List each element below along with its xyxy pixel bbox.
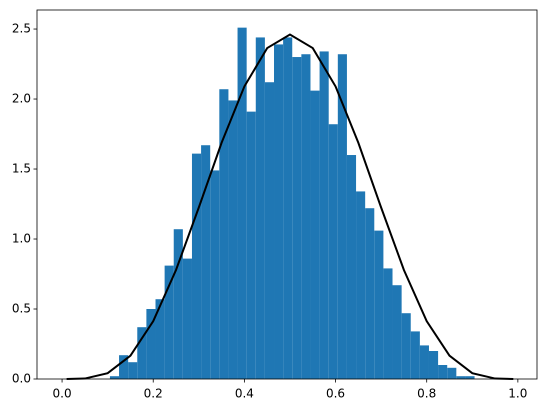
bar <box>374 230 384 379</box>
bar <box>465 376 475 379</box>
bar <box>447 367 457 379</box>
y-tick-label: 0.0 <box>12 372 31 386</box>
bar <box>201 145 211 379</box>
y-tick-label: 2.0 <box>12 92 31 106</box>
axes-frame <box>36 9 538 380</box>
bar <box>255 37 265 380</box>
bar <box>164 265 174 379</box>
bar <box>401 313 411 379</box>
y-tick-label: 1.0 <box>12 232 31 246</box>
y-tick-label: 1.5 <box>12 162 31 176</box>
bar <box>346 155 357 379</box>
bar <box>173 229 183 379</box>
bar <box>419 345 429 379</box>
bar <box>137 327 147 379</box>
bar <box>146 309 156 379</box>
bar <box>310 90 320 379</box>
bar <box>410 331 420 379</box>
bar <box>219 89 229 379</box>
bar <box>191 153 202 379</box>
x-tick-label: 0.8 <box>417 387 436 401</box>
bar <box>456 376 466 379</box>
bar <box>428 351 439 379</box>
bar <box>274 44 284 379</box>
bar <box>365 208 375 379</box>
bar <box>392 285 402 379</box>
x-tick-label: 0.2 <box>144 387 163 401</box>
bar <box>319 51 329 379</box>
bar <box>337 54 347 380</box>
bar <box>301 54 311 380</box>
bar <box>356 191 366 379</box>
bar <box>292 57 302 379</box>
bar <box>119 355 129 379</box>
y-tick-label: 0.5 <box>12 302 31 316</box>
bar <box>228 100 238 379</box>
density-curve <box>66 33 514 380</box>
bar <box>128 362 138 379</box>
bar <box>328 124 338 379</box>
x-tick-label: 0.0 <box>53 387 72 401</box>
bar <box>264 82 275 379</box>
y-tick-label: 2.5 <box>12 22 31 36</box>
x-tick-label: 0.6 <box>326 387 345 401</box>
bar <box>283 37 293 380</box>
bar <box>246 111 256 380</box>
bar <box>210 170 220 379</box>
bar <box>237 27 247 379</box>
bar <box>383 268 393 379</box>
bar <box>438 365 448 379</box>
x-tick-label: 0.4 <box>235 387 254 401</box>
bar <box>155 299 165 379</box>
bar <box>109 376 120 379</box>
bar <box>182 258 192 379</box>
x-tick-label: 1.0 <box>508 387 527 401</box>
